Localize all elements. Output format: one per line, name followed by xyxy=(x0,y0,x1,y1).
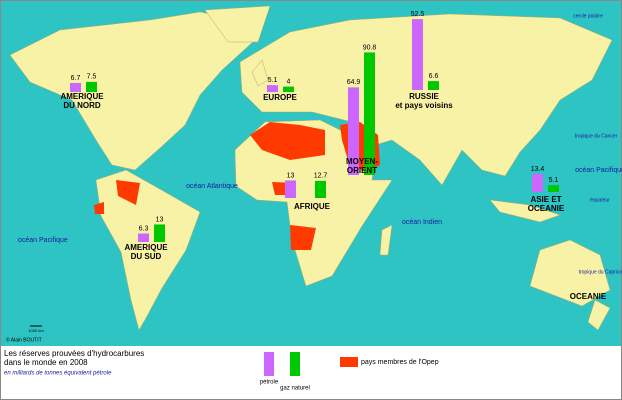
region-name: OCEANIE xyxy=(528,204,565,213)
bar-oil xyxy=(412,19,423,90)
ocean-label: océan Indien xyxy=(402,219,442,226)
region-name: et pays voisins xyxy=(395,101,453,110)
value-label: 12.7 xyxy=(314,173,328,180)
bar-oil xyxy=(138,233,149,242)
latitude-label: tropique du Capricorne xyxy=(579,269,622,275)
region-name: ASIE ET xyxy=(530,195,561,204)
bar-oil xyxy=(267,85,278,92)
ocean-label: océan Pacifique xyxy=(18,237,68,244)
ocean-label: océan Atlantique xyxy=(186,183,238,190)
latitude-label: tropique du Cancer xyxy=(575,133,618,139)
bar-oil xyxy=(532,173,543,192)
value-label: 13 xyxy=(156,216,164,223)
region-name: RUSSIE xyxy=(409,92,439,101)
bar-gas xyxy=(548,185,559,192)
credit: © Alain BOUTIT xyxy=(6,336,42,343)
bar-oil xyxy=(70,82,81,92)
value-label: 5.1 xyxy=(268,77,278,84)
latitude-label: cercle polaire xyxy=(573,13,603,19)
legend-title: dans le monde en 2008 xyxy=(4,358,88,367)
legend-subtitle: en milliards de tonnes équivalent pétrol… xyxy=(4,371,112,377)
bar-gas xyxy=(86,81,97,92)
legend-opep-swatch xyxy=(340,357,358,367)
value-label: 6.7 xyxy=(71,75,81,82)
region-name: EUROPE xyxy=(263,93,297,102)
bar-gas xyxy=(428,81,439,90)
value-label: 90.8 xyxy=(363,44,377,51)
legend-opep-label: pays membres de l'Opep xyxy=(361,359,439,366)
legend-oil-swatch xyxy=(264,352,274,376)
bar-gas xyxy=(364,52,375,175)
continent-label: OCEANIE xyxy=(570,292,607,301)
value-label: 13.4 xyxy=(531,166,545,173)
value-label: 4 xyxy=(287,78,291,85)
value-label: 6.3 xyxy=(139,225,149,232)
bar-gas xyxy=(283,86,294,92)
legend-oil-label: pétrole xyxy=(260,380,279,386)
region-name: DU SUD xyxy=(131,252,162,261)
region-name: ORIENT xyxy=(347,166,377,175)
land xyxy=(9,5,613,331)
bar-oil xyxy=(285,180,296,198)
latitude-label: équateur xyxy=(590,197,610,203)
region-name: MOYEN- xyxy=(346,157,378,166)
region-name: AFRIQUE xyxy=(294,202,331,211)
legend-area xyxy=(0,346,622,400)
region-name: AMERIQUE xyxy=(60,92,104,101)
region-name: DU NORD xyxy=(63,101,101,110)
bar-gas xyxy=(315,180,326,198)
scale-label: 1000 km xyxy=(28,328,44,333)
legend-title: Les réserves prouvées d'hydrocarbures xyxy=(4,349,144,358)
ocean-label: océan Pacifique xyxy=(575,167,622,174)
region-name: AMERIQUE xyxy=(124,243,168,252)
value-label: 5.1 xyxy=(549,177,559,184)
bar-oil xyxy=(348,87,359,175)
value-label: 13 xyxy=(287,172,295,179)
legend-gas-swatch xyxy=(290,352,300,376)
bar-gas xyxy=(154,224,165,242)
legend-gas-label: gaz naturel xyxy=(280,386,310,392)
value-label: 6.6 xyxy=(429,73,439,80)
value-label: 7.5 xyxy=(87,74,97,81)
value-label: 64.9 xyxy=(347,79,361,86)
value-label: 52.5 xyxy=(411,11,425,18)
